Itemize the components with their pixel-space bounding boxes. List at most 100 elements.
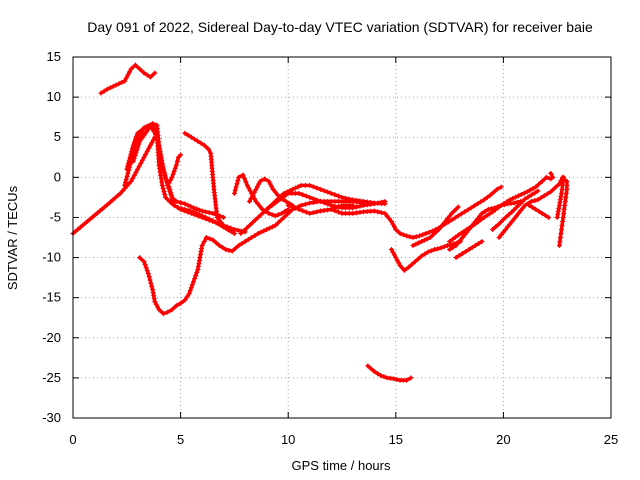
- data-point: [225, 226, 231, 232]
- data-point: [435, 246, 441, 252]
- data-point: [452, 215, 458, 221]
- data-point: [296, 190, 302, 196]
- series-trail: [71, 135, 157, 236]
- data-point: [252, 232, 258, 238]
- data-point: [504, 199, 510, 205]
- data-point: [272, 189, 278, 195]
- data-point: [428, 248, 434, 254]
- data-point: [513, 194, 519, 200]
- data-point: [253, 186, 259, 192]
- data-point: [449, 236, 455, 242]
- data-point: [146, 274, 152, 280]
- series-trail: [447, 175, 553, 244]
- data-point: [167, 188, 173, 194]
- data-point: [548, 189, 554, 195]
- data-point: [529, 204, 535, 210]
- data-point: [264, 206, 270, 212]
- data-point: [210, 237, 216, 243]
- data-point: [141, 154, 147, 160]
- data-point: [467, 225, 473, 231]
- data-point: [416, 240, 422, 246]
- data-point: [151, 293, 157, 299]
- data-point: [266, 178, 272, 184]
- data-point: [134, 147, 140, 153]
- data-point: [456, 253, 462, 259]
- data-point: [510, 195, 516, 201]
- data-point: [255, 214, 261, 220]
- data-point: [136, 163, 142, 169]
- data-point: [239, 241, 245, 247]
- data-point: [129, 148, 135, 154]
- data-point: [556, 205, 562, 211]
- data-point: [197, 255, 203, 261]
- data-point: [346, 196, 352, 202]
- data-point: [328, 190, 334, 196]
- data-point: [295, 184, 301, 190]
- x-tick-label: 10: [281, 432, 295, 447]
- x-tick-label: 5: [177, 432, 184, 447]
- data-point: [450, 245, 456, 251]
- data-point: [536, 181, 542, 187]
- data-point: [371, 201, 377, 207]
- data-point: [325, 207, 331, 213]
- data-point: [528, 192, 534, 198]
- data-point: [490, 209, 496, 215]
- data-point: [256, 181, 262, 187]
- data-point: [290, 186, 296, 192]
- data-point: [132, 136, 138, 142]
- data-point: [321, 188, 327, 194]
- series-track-4: [130, 124, 248, 235]
- tick-layer: 0 5 10 15 20 25 -30 -25 -20 -15 -10 -5 0 5 10 15: [42, 49, 618, 447]
- series-track-22: [526, 202, 552, 220]
- series-track-1: [70, 134, 158, 236]
- data-point: [254, 184, 260, 190]
- data-point: [169, 174, 175, 180]
- data-point: [157, 166, 163, 172]
- data-point: [298, 202, 304, 208]
- data-point: [206, 210, 212, 216]
- series-track-5: [98, 62, 158, 96]
- data-point: [401, 267, 407, 273]
- data-point: [172, 203, 178, 209]
- data-point: [404, 377, 410, 383]
- data-point: [561, 174, 567, 180]
- data-point: [199, 246, 205, 252]
- data-point: [507, 197, 513, 203]
- data-point: [127, 154, 133, 160]
- data-point: [272, 213, 278, 219]
- data-point: [125, 170, 131, 176]
- data-point: [193, 273, 199, 279]
- data-point: [292, 185, 298, 191]
- data-point: [554, 214, 560, 220]
- y-axis-label: SDTVAR / TECUs: [5, 185, 20, 290]
- data-point: [371, 208, 377, 214]
- data-point: [498, 202, 504, 208]
- data-point: [216, 217, 222, 223]
- data-point: [246, 198, 252, 204]
- data-point: [485, 206, 491, 212]
- data-point: [487, 211, 493, 217]
- data-point: [196, 261, 202, 267]
- data-point: [185, 202, 191, 208]
- data-point: [393, 226, 399, 232]
- data-point: [489, 206, 495, 212]
- data-point: [243, 179, 249, 185]
- data-point: [478, 217, 484, 223]
- data-point: [144, 148, 150, 154]
- data-point: [130, 175, 136, 181]
- y-tick-label: -10: [42, 250, 61, 265]
- data-point: [332, 192, 338, 198]
- data-point: [206, 217, 212, 223]
- data-point: [558, 193, 564, 199]
- data-point: [391, 252, 397, 258]
- data-point: [447, 239, 453, 245]
- data-point: [143, 265, 149, 271]
- data-point: [321, 207, 327, 213]
- data-point: [185, 132, 191, 138]
- data-point: [520, 205, 526, 211]
- data-point: [144, 268, 150, 274]
- data-point: [484, 194, 490, 200]
- data-point: [528, 198, 534, 204]
- data-point: [112, 195, 118, 201]
- data-point: [500, 229, 506, 235]
